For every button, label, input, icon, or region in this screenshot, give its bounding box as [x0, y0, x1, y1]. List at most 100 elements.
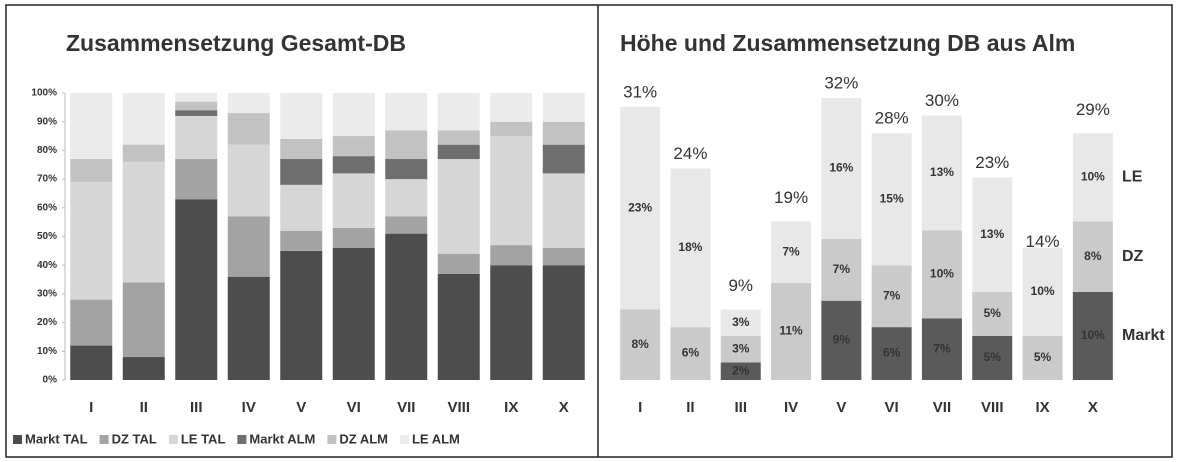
bar-segment [385, 233, 428, 380]
x-tick-label: IV [242, 399, 256, 416]
bar-segment [122, 282, 165, 358]
bar-segment [1072, 133, 1113, 222]
bar-segment [280, 230, 323, 251]
bar-segment [871, 327, 912, 380]
bar-segment [972, 291, 1013, 336]
bar-segment [70, 159, 113, 182]
x-tick-label: III [190, 399, 203, 416]
x-tick-label: IV [784, 399, 798, 416]
data-label: 6% [682, 346, 700, 360]
bar-segment [821, 300, 862, 380]
data-label: 8% [1084, 249, 1102, 263]
bar-segment [720, 335, 761, 363]
x-tick-label: VIII [981, 399, 1004, 416]
bar-segment [490, 136, 533, 246]
bar-segment [620, 106, 661, 310]
bar-segment [437, 273, 480, 380]
bar-segment [972, 335, 1013, 380]
bar-segment [720, 362, 761, 380]
data-label: 8% [631, 337, 649, 351]
data-label: 7% [833, 262, 851, 276]
bar-segment [921, 318, 962, 380]
bar-segment [542, 265, 585, 380]
bar-segment [175, 199, 218, 380]
bar-segment [1072, 221, 1113, 292]
bar-segment [122, 93, 165, 145]
bar-segment [175, 115, 218, 160]
bar-segment [332, 156, 375, 174]
total-label: 9% [728, 276, 753, 295]
legend-swatch [99, 435, 109, 444]
total-label: 14% [1026, 232, 1060, 251]
data-label: 2% [732, 363, 750, 377]
y-tick-label: 70% [37, 174, 57, 185]
bar-segment [1022, 335, 1063, 380]
series-label: LE [1122, 169, 1143, 186]
y-tick-label: 100% [31, 88, 57, 99]
bar-segment [490, 265, 533, 380]
bar-segment [70, 181, 113, 300]
series-label: DZ [1122, 248, 1144, 265]
data-label: 7% [883, 288, 901, 302]
x-tick-label: II [140, 399, 148, 416]
total-label: 30% [925, 91, 959, 110]
bar-segment [437, 144, 480, 160]
bar-segment [670, 327, 711, 380]
data-label: 5% [984, 306, 1002, 320]
x-tick-label: V [836, 399, 846, 416]
x-tick-label: IX [1035, 399, 1049, 416]
bar-segment [385, 93, 428, 131]
x-tick-label: I [89, 399, 93, 416]
bar-segment [122, 357, 165, 380]
bar-segment [332, 247, 375, 380]
data-label: 10% [1081, 328, 1105, 342]
legend-swatch [327, 435, 337, 444]
bar-segment [542, 144, 585, 174]
legend-swatch [13, 435, 22, 444]
x-tick-label: VI [347, 399, 361, 416]
data-label: 3% [732, 341, 750, 355]
bar-segment [280, 184, 323, 231]
total-label: 24% [673, 144, 707, 163]
bar-segment [1022, 247, 1063, 336]
bar-segment [175, 159, 218, 200]
bar-segment [670, 168, 711, 328]
bar-segment [227, 113, 270, 145]
bar-segment [437, 130, 480, 145]
y-tick-label: 60% [37, 202, 57, 213]
data-label: 6% [883, 346, 901, 360]
bar-segment [385, 179, 428, 217]
bar-segment [122, 161, 165, 283]
x-tick-label: VII [933, 399, 951, 416]
y-tick-label: 40% [37, 260, 57, 271]
bar-segment [280, 159, 323, 185]
bar-segment [437, 253, 480, 274]
bar-segment [385, 159, 428, 180]
data-label: 13% [930, 165, 954, 179]
y-tick-label: 80% [37, 145, 57, 156]
legend-swatch [237, 435, 247, 444]
y-tick-label: 50% [37, 231, 57, 242]
x-tick-label: III [734, 399, 747, 416]
data-label: 13% [980, 227, 1004, 241]
bar-segment [227, 216, 270, 277]
x-tick-label: IX [504, 399, 518, 416]
total-label: 31% [623, 82, 657, 101]
legend-swatch [399, 435, 409, 444]
bar-segment [332, 227, 375, 248]
x-tick-label: I [638, 399, 642, 416]
total-label: 23% [975, 153, 1009, 172]
bar-segment [542, 93, 585, 122]
bar-segment [921, 230, 962, 319]
bar-segment [280, 93, 323, 139]
y-tick-label: 30% [37, 289, 57, 300]
bar-segment [542, 247, 585, 266]
bar-segment [122, 144, 165, 162]
x-tick-label: VI [885, 399, 899, 416]
bar-segment [332, 93, 375, 137]
bar-segment [385, 130, 428, 160]
bar-segment [490, 121, 533, 137]
legend-label: Markt TAL [25, 431, 88, 446]
bar-segment [227, 93, 270, 114]
